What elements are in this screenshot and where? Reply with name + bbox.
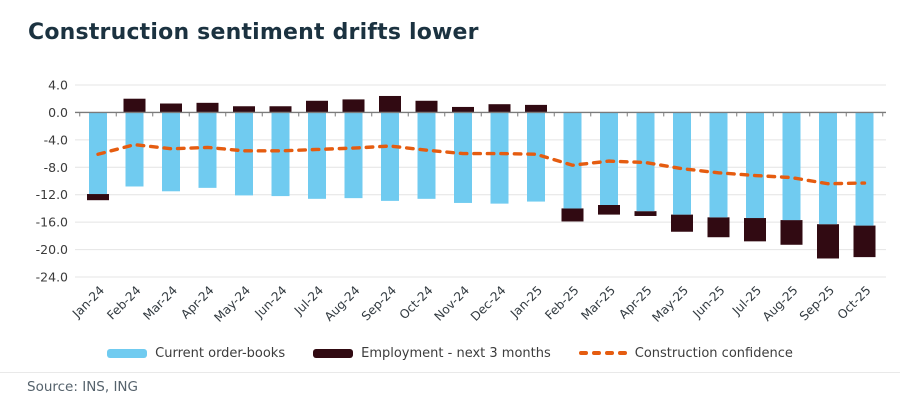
x-axis-month-label: Mar-24 [140,283,180,323]
bar-employment [634,211,657,216]
confidence-dashed-swatch-icon [578,351,627,355]
legend-label-order-books: Current order-books [155,345,286,361]
source-text: Source: INS, ING [27,379,138,395]
y-axis-tick-label: -16.0 [36,215,68,230]
y-axis-tick-label: 0.0 [48,105,68,120]
x-axis-month-label: Apr-25 [616,283,654,321]
legend-item-order-books: Current order-books [107,346,285,361]
x-axis-month-label: May-24 [211,283,253,325]
y-axis-tick-label: 4.0 [48,78,68,93]
x-axis-month-label: Dec-24 [468,283,509,324]
x-axis-month-label: May-25 [649,283,691,325]
x-axis-month-label: Sep-24 [359,283,399,323]
bar-employment [342,99,365,113]
bar-employment [817,224,839,259]
x-axis-month-label: Jul-25 [729,283,764,318]
x-axis-month-label: Aug-24 [322,283,363,324]
x-axis-month-label: Jun-24 [251,283,289,321]
bar-employment [306,100,328,113]
bar-employment [196,102,219,113]
x-axis-month-label: Oct-25 [835,283,874,322]
bar-current-order-books [271,112,290,197]
x-axis-month-label: Nov-24 [432,283,473,324]
bar-employment [415,100,438,113]
x-axis-month-label: Jul-24 [291,283,326,318]
legend-label-employment: Employment - next 3 months [361,345,551,361]
bar-current-order-books [746,112,764,219]
bar-current-order-books [344,112,363,199]
bar-current-order-books [819,112,837,225]
employment-swatch-icon [313,348,354,358]
bar-employment [269,106,292,113]
legend-label-confidence: Construction confidence [634,345,793,361]
chart-title: Construction sentiment drifts lower [28,20,479,45]
bar-employment [853,225,876,258]
bar-employment [87,194,109,201]
bar-current-order-books [308,112,326,199]
x-axis-month-label: Feb-24 [104,283,143,322]
y-axis-tick-label: -20.0 [36,242,68,257]
bar-current-order-books [125,112,144,187]
bar-current-order-books [527,112,545,202]
order-books-swatch-icon [107,348,148,358]
bar-current-order-books [490,112,509,204]
bar-employment [379,95,401,113]
bar-employment [744,218,766,242]
bar-employment [488,104,511,113]
bar-current-order-books [673,112,691,215]
bar-current-order-books [855,112,874,226]
bar-employment [780,220,803,245]
x-axis-month-label: Sep-25 [797,283,837,323]
bar-employment [123,98,146,113]
x-axis-month-label: Jun-25 [689,283,727,321]
bar-current-order-books [381,112,399,201]
legend: Current order-books Employment - next 3 … [0,340,900,366]
confidence-line [96,142,867,186]
bar-employment [233,106,255,113]
bar-current-order-books [198,112,217,188]
y-axis-tick-label: -24.0 [36,270,68,285]
bar-employment [561,208,584,222]
bar-employment [525,104,547,113]
bar-employment [707,217,730,238]
legend-item-employment: Employment - next 3 months [313,346,551,361]
bar-current-order-books [782,112,801,221]
legend-item-confidence: Construction confidence [578,345,793,361]
bar-current-order-books [636,112,655,212]
x-axis-month-label: Jan-24 [69,283,107,321]
bar-current-order-books [417,112,436,199]
x-axis-month-label: Jan-25 [507,283,545,321]
bar-current-order-books [235,112,253,196]
bar-current-order-books [162,112,180,192]
bar-current-order-books [563,112,582,209]
footer-divider [0,372,900,373]
x-axis-month-label: Feb-25 [542,283,581,322]
bar-employment [671,214,693,232]
x-axis-month-label: Aug-25 [760,283,801,324]
bar-line-chart: 4.0 0.0 -4.0 -8.0 -12.0 -16.0 -20.0 -24.0Jan-24… [36,78,886,325]
x-axis-month-label: Mar-25 [578,283,618,323]
bar-employment [598,205,620,215]
bar-current-order-books [454,112,472,203]
y-axis-tick-label: -8.0 [44,160,68,175]
y-axis-tick-label: -12.0 [36,187,68,202]
bar-employment [452,106,474,113]
x-axis-month-label: Oct-24 [397,283,436,322]
y-axis-tick-label: -4.0 [44,132,68,147]
bar-current-order-books [709,112,728,218]
bar-current-order-books [600,112,618,205]
bar-employment [160,103,182,113]
